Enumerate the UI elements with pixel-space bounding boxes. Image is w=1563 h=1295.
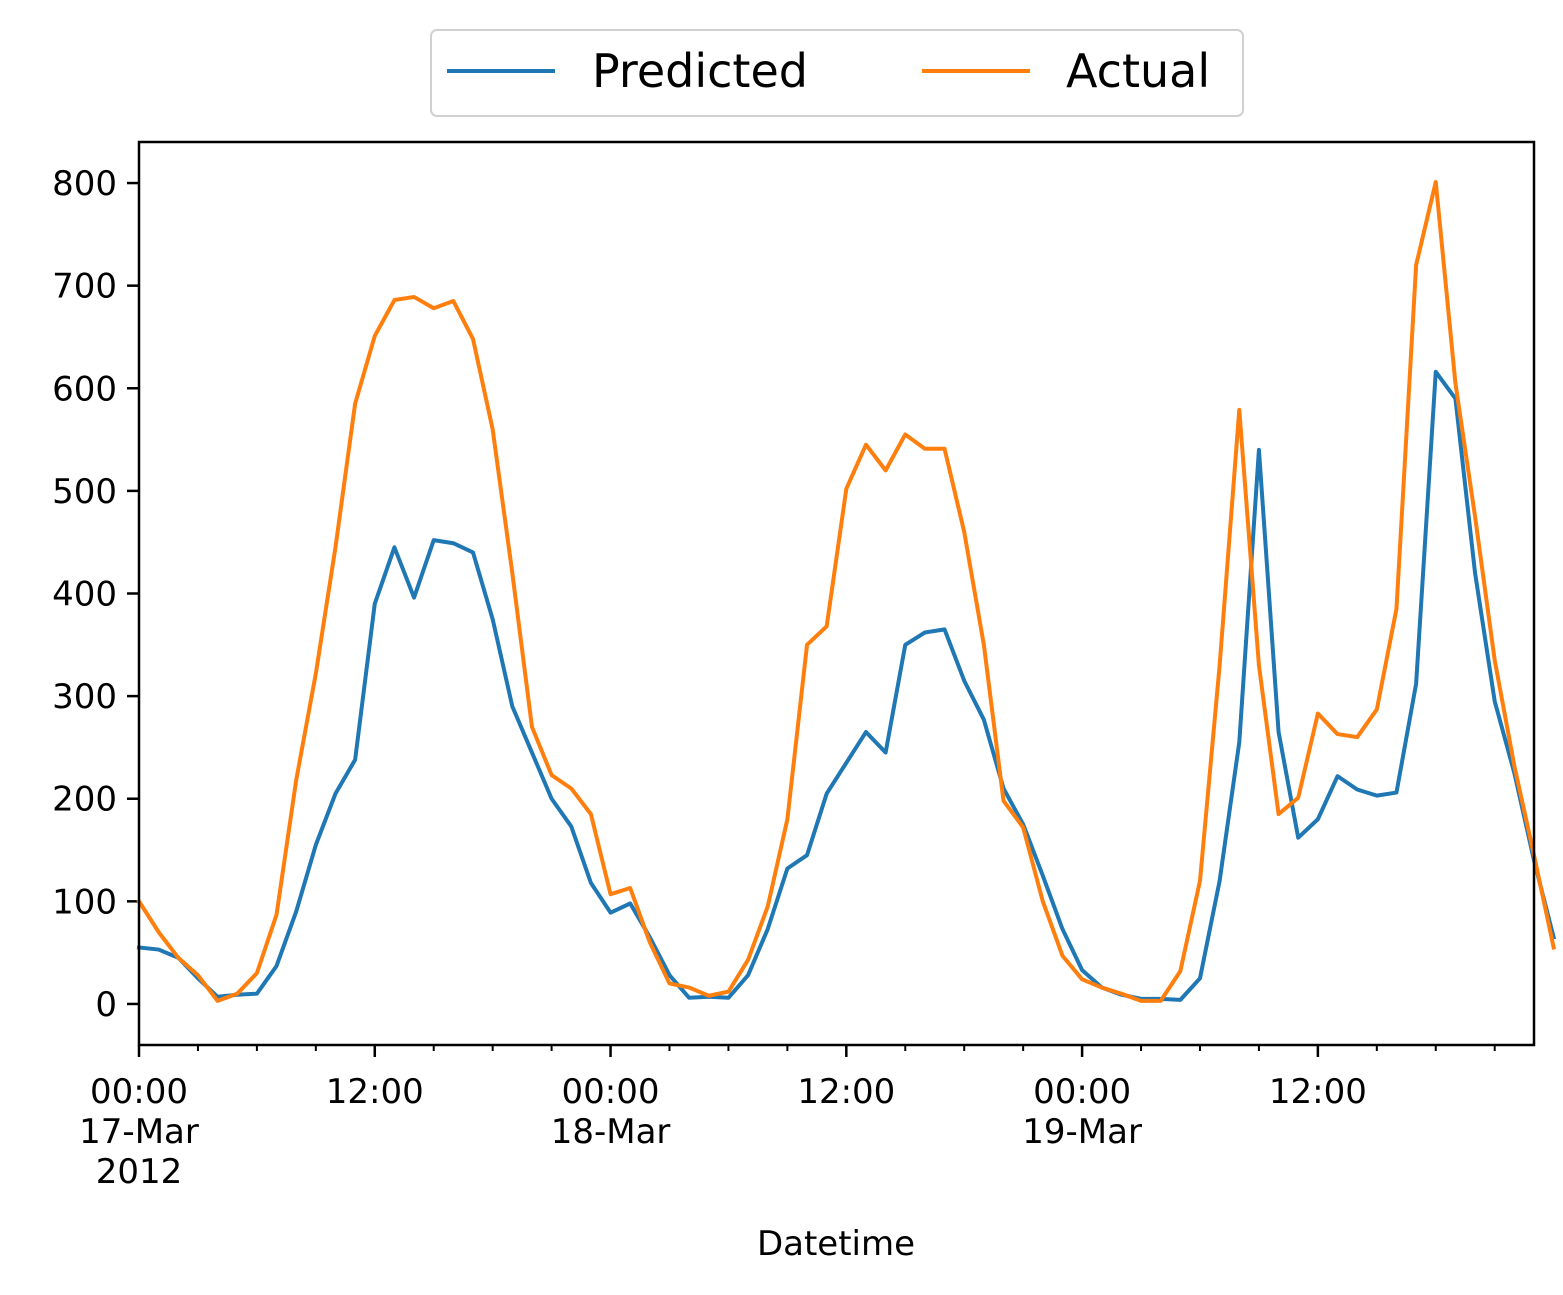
x-tick-label: 00:00 19-Mar [1022, 1072, 1142, 1152]
y-axis: 0 100 200 300 400 500 600 700 800 [52, 164, 139, 1025]
series-line-actual [136, 180, 1557, 1003]
legend: Predicted Actual [430, 29, 1244, 117]
y-tick-label: 300 [52, 677, 117, 717]
x-tick-label: 12:00 [326, 1072, 424, 1112]
y-tick-label: 400 [52, 575, 117, 615]
x-axis-title: Datetime [757, 1224, 915, 1264]
plot-frame [137, 140, 1536, 1047]
y-tick-label: 200 [52, 780, 117, 820]
series-layer [136, 180, 1557, 1003]
legend-label-predicted: Predicted [592, 44, 808, 98]
y-tick-label: 800 [52, 164, 117, 204]
y-tick-label: 100 [52, 882, 117, 922]
series-line-predicted [136, 369, 1557, 1002]
legend-label-actual: Actual [1066, 44, 1210, 98]
legend-frame [430, 29, 1244, 117]
x-axis: 00:00 17-Mar 2012 12:00 00:00 18-Mar 12:00 00:0… [79, 1045, 1496, 1192]
y-tick-label: 700 [52, 267, 117, 307]
x-tick-label: 00:00 17-Mar 2012 [79, 1072, 199, 1192]
y-tick-label: 0 [95, 985, 117, 1025]
y-tick-label: 500 [52, 472, 117, 512]
y-tick-label: 600 [52, 369, 117, 409]
x-tick-label: 12:00 [797, 1072, 895, 1112]
x-tick-label: 12:00 [1269, 1072, 1367, 1112]
x-tick-label: 00:00 18-Mar [551, 1072, 671, 1152]
